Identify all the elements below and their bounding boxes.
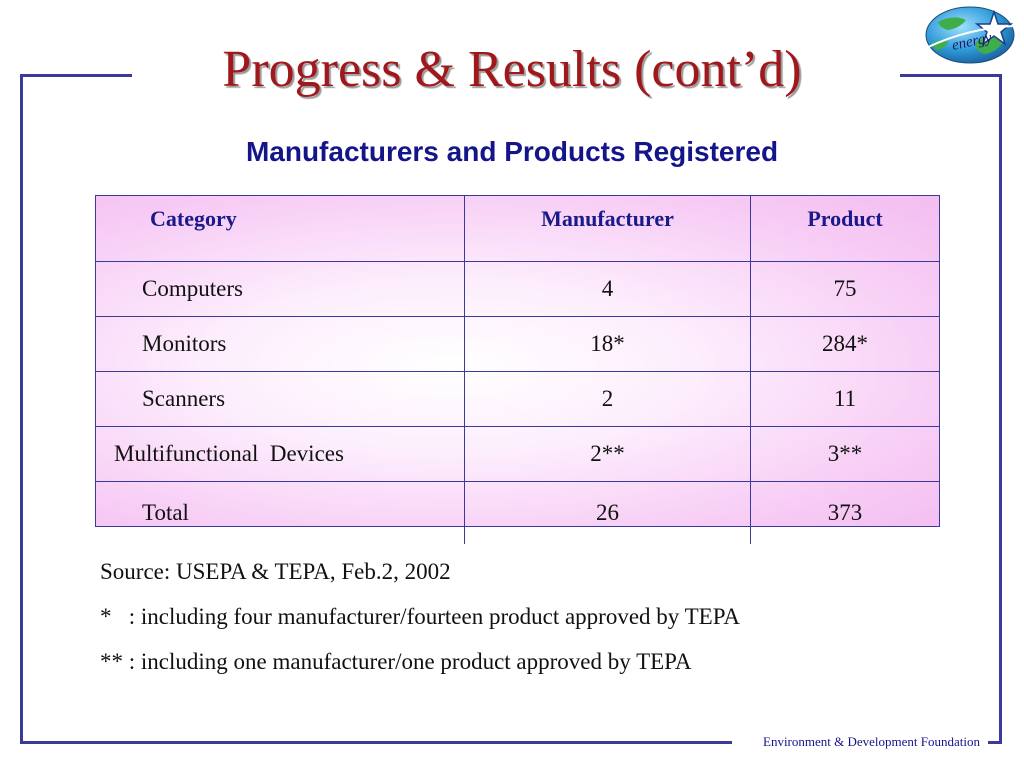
header-manufacturer: Manufacturer bbox=[464, 196, 751, 262]
frame-top-right-line bbox=[900, 74, 1002, 77]
cell-product: 373 bbox=[827, 500, 863, 525]
cell-category: Multifunctional Devices bbox=[96, 426, 465, 482]
cell-manufacturer: 18* bbox=[464, 316, 751, 372]
header-product: Product bbox=[750, 196, 939, 262]
footer-organization: Environment & Development Foundation bbox=[763, 734, 980, 749]
cell-category: Total bbox=[96, 481, 465, 544]
table-row: Computers 4 75 bbox=[96, 261, 939, 317]
frame-bottom-right-line bbox=[988, 741, 1002, 744]
cell-manufacturer: 2** bbox=[464, 426, 751, 482]
cell-product: 75 bbox=[750, 261, 939, 317]
table-header-row: Category Manufacturer Product bbox=[96, 196, 939, 262]
registration-table: Category Manufacturer Product Computers … bbox=[95, 195, 940, 544]
table-row: Monitors 18* 284* bbox=[96, 316, 939, 372]
slide-subtitle: Manufacturers and Products Registered bbox=[245, 136, 779, 167]
cell-product: 284* bbox=[750, 316, 939, 372]
frame-left-line bbox=[20, 74, 23, 744]
footnote-single-star: * : including four manufacturer/fourteen… bbox=[100, 604, 741, 629]
cell-product: 11 bbox=[750, 371, 939, 427]
header-category: Category bbox=[96, 196, 465, 262]
table-row: Scanners 2 11 bbox=[96, 371, 939, 427]
cell-category: Computers bbox=[96, 261, 465, 317]
table-notes: Source: USEPA & TEPA, Feb.2, 2002 * : in… bbox=[100, 556, 740, 691]
cell-manufacturer: 4 bbox=[464, 261, 751, 317]
cell-category: Scanners bbox=[96, 371, 465, 427]
cell-product: 3** bbox=[750, 426, 939, 482]
cell-manufacturer: 26 bbox=[464, 481, 751, 544]
table-row: Multifunctional Devices 2** 3** bbox=[96, 426, 939, 482]
slide-title: Progress & Results (cont’d) bbox=[222, 41, 802, 98]
frame-bottom-line bbox=[20, 741, 732, 744]
table-row-total: Total 26 373 bbox=[96, 481, 939, 544]
registration-table-grid: Category Manufacturer Product Computers … bbox=[96, 196, 939, 544]
cell-category: Monitors bbox=[96, 316, 465, 372]
frame-top-left-line bbox=[20, 74, 132, 77]
source-note: Source: USEPA & TEPA, Feb.2, 2002 bbox=[100, 559, 451, 584]
cell-manufacturer: 2 bbox=[464, 371, 751, 427]
footnote-double-star: ** : including one manufacturer/one prod… bbox=[100, 649, 692, 674]
energy-star-logo: energy bbox=[925, 6, 1015, 64]
frame-right-line bbox=[999, 74, 1002, 744]
